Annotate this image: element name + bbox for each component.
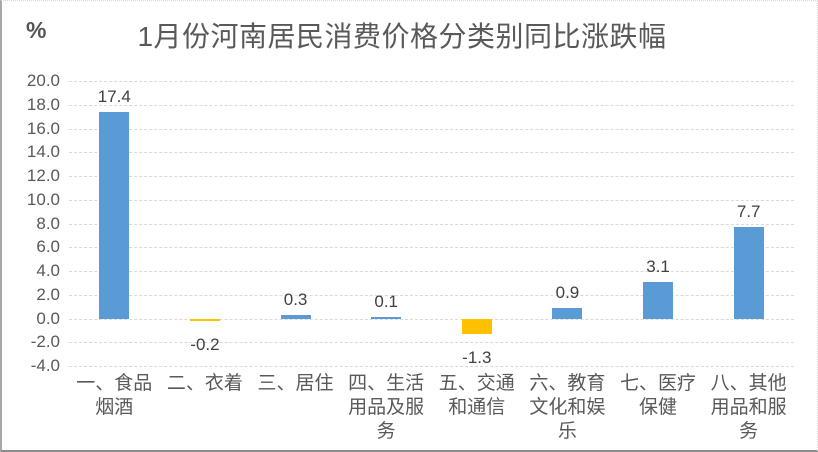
x-axis-label: 六、教育文化和娱乐 <box>522 372 613 444</box>
bar <box>99 111 130 319</box>
x-axis-label: 五、交通和通信 <box>432 372 523 420</box>
gridline <box>69 271 794 272</box>
gridline <box>69 128 794 130</box>
x-axis-label-text: 五、交通和通信 <box>438 373 515 418</box>
gridline <box>69 247 794 249</box>
bar-value-label: 0.9 <box>555 282 580 302</box>
x-axis-label-text: 四、生活用品及服务 <box>348 373 425 442</box>
percent-unit-label: % <box>26 17 47 43</box>
x-axis-label: 三、居住 <box>250 372 341 396</box>
gridline <box>69 199 794 201</box>
chart-title: 1月份河南居民消费价格分类别同比涨跌幅 <box>137 21 667 52</box>
bar-value-label: 7.7 <box>736 202 761 222</box>
bar <box>280 314 311 319</box>
x-axis-label: 二、衣着 <box>160 372 251 396</box>
y-axis-tick-label: 20.0 <box>26 71 60 90</box>
bar-value-label: 0.1 <box>374 292 398 312</box>
y-axis-tick-label: 10.0 <box>26 189 60 209</box>
x-axis-label: 七、医疗保健 <box>613 372 704 420</box>
gridline <box>69 342 794 344</box>
bar-value-label: 17.4 <box>97 86 131 106</box>
y-axis-tick-label: 18.0 <box>26 94 60 114</box>
x-axis-label: 八、其他用品和服务 <box>703 372 794 444</box>
bar <box>371 317 402 319</box>
y-axis-tick-label: -2.0 <box>30 332 60 352</box>
x-axis-label-text: 六、教育文化和娱乐 <box>529 373 606 442</box>
x-axis-label: 一、食品烟酒 <box>69 372 160 420</box>
gridline <box>69 176 794 177</box>
x-axis-label: 四、生活用品及服务 <box>341 372 432 444</box>
x-axis-label-text: 二、衣着 <box>166 373 243 394</box>
bar <box>552 307 583 319</box>
bar-value-label: 0.3 <box>283 289 308 309</box>
y-axis-tick-label: 6.0 <box>36 237 60 257</box>
gridline <box>69 104 794 106</box>
y-axis-tick-label: 2.0 <box>36 284 60 304</box>
y-axis-tick-label: 4.0 <box>36 261 60 280</box>
x-axis-label-text: 三、居住 <box>257 373 334 394</box>
y-axis-tick-label: 8.0 <box>36 213 60 233</box>
bar-value-label: -0.2 <box>190 334 220 354</box>
gridline <box>69 223 794 225</box>
y-axis-tick-label: -4.0 <box>30 356 60 375</box>
bar-value-label: -1.3 <box>462 347 492 367</box>
bar <box>461 318 492 334</box>
y-axis-tick-label: 14.0 <box>26 142 60 162</box>
y-axis-tick-label: 12.0 <box>26 166 60 185</box>
y-axis-tick-label: 0.0 <box>36 308 60 328</box>
x-axis-label-text: 七、医疗保健 <box>620 373 697 418</box>
y-axis-tick-label: 16.0 <box>26 118 60 138</box>
bar <box>643 281 674 319</box>
gridline <box>69 81 794 82</box>
x-axis-label-text: 八、其他用品和服务 <box>710 373 787 442</box>
x-axis-label-text: 一、食品烟酒 <box>76 373 153 418</box>
gridline <box>69 294 794 296</box>
gridline <box>69 318 794 320</box>
gridline <box>69 152 794 154</box>
bar <box>733 227 764 319</box>
gridline <box>69 366 794 367</box>
bar <box>189 318 220 321</box>
bar-value-label: 3.1 <box>646 256 670 276</box>
